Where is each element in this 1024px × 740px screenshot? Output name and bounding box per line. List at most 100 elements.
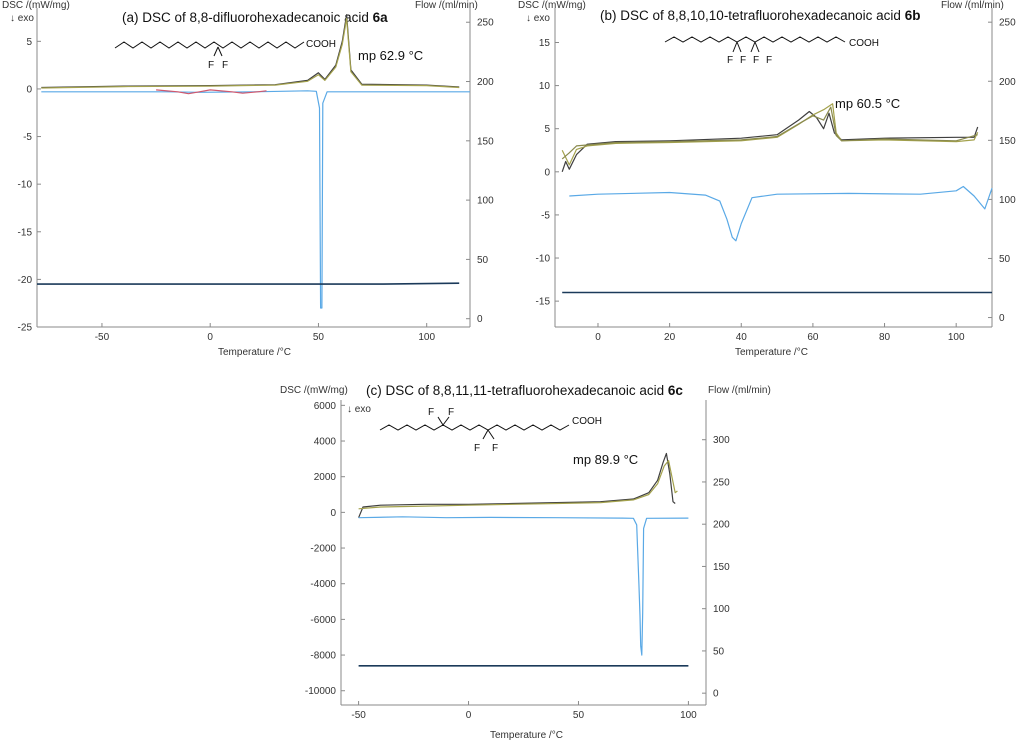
panel-c-x-tick-label: 100 [680,710,697,721]
panel-b-f-label: F [753,55,759,66]
panel-b-f-label: F [727,55,733,66]
panel-a-f-label: F [208,60,214,71]
panel-b-f-label: F [740,55,746,66]
panel-c-cooh-label: COOH [572,416,602,427]
panel-c-mp-annotation: mp 89.9 °C [573,452,638,467]
chart-marks-layer: -50 0 50 10050-5-10-15-20-25250200150100500… [18,8,1016,721]
panel-c-y-tick-label: 6000 [314,401,337,412]
panel-b-x-tick-label: 40 [736,332,748,343]
panel-c-y-tick-label: 0 [330,508,336,519]
panel-a-y-tick-label: -25 [18,323,33,334]
panel-c-title: (c) DSC of 8,8,11,11-tetrafluorohexadeca… [366,383,683,398]
panel-a-x-tick-label: -50 [95,332,110,343]
panel-c-x-tick-label: 50 [573,710,585,721]
panel-b-series-cooling [569,185,993,242]
panel-c-y-tick-label: -2000 [310,544,336,555]
panel-b-y-tick-label: 15 [539,38,551,49]
panel-a-x-tick-label: 100 [418,332,435,343]
panel-c-series-cooling [358,516,689,656]
panel-b-y-tick-label: 0 [544,167,550,178]
panel-c-y2-tick-label: 100 [713,604,730,615]
panel-b-x-tick-label: 0 [595,332,601,343]
panel-c-y-tick-label: 4000 [314,437,337,448]
panel-a-x-axis-label: Temperature /°C [218,347,291,358]
panel-c-y2-tick-label: 150 [713,562,730,573]
panel-a-y-tick-label: -20 [18,275,33,286]
panel-b-y-tick-label: 5 [544,124,550,135]
panel-a-y2-tick-label: 100 [477,196,494,207]
panel-b-y2-tick-label: 0 [999,313,1005,324]
panel-b-y-tick-label: -15 [536,297,551,308]
panel-c-f-label: F [474,443,480,454]
panel-b-y-axis-label: DSC /(mW/mg) [518,0,586,11]
panel-a: (a) DSC of 8,8-difluorohexadecanoic acid… [2,0,478,358]
panel-b-x-axis-label: Temperature /°C [735,347,808,358]
panel-b-mp-annotation: mp 60.5 °C [835,96,900,111]
panel-a-y2-tick-label: 150 [477,136,494,147]
panel-c-y2-axis-label: Flow /(ml/min) [708,385,771,396]
panel-b-y2-tick-label: 150 [999,136,1016,147]
panel-c-y-tick-label: -8000 [310,651,336,662]
panel-a-exo-label: ↓ exo [10,13,34,24]
panel-b-title: (b) DSC of 8,8,10,10-tetrafluorohexadeca… [600,8,920,23]
panel-c-y-tick-label: 2000 [314,472,337,483]
panel-b-x-tick-label: 60 [807,332,819,343]
panel-a-molecule: COOH F F [114,39,336,71]
panel-c-molecule: COOH F F F F [379,407,602,454]
panel-a-x-tick-label: 0 [207,332,213,343]
panel-b-y-tick-label: -10 [536,254,551,265]
panel-a-y-tick-label: -15 [18,227,33,238]
panel-a-x-tick-label: 50 [313,332,325,343]
panel-a-title: (a) DSC of 8,8-difluorohexadecanoic acid… [122,10,388,25]
panel-a-y-tick-label: -10 [18,180,33,191]
panel-c-x-axis-label: Temperature /°C [490,730,563,740]
panel-b-y2-tick-label: 50 [999,254,1011,265]
panel-c-x-tick-label: -50 [351,710,366,721]
panel-c: (c) DSC of 8,8,11,11-tetrafluorohexadeca… [280,383,771,740]
panel-a-y2-tick-label: 0 [477,314,483,325]
panel-a-series-heating-2 [41,17,460,89]
panel-a-y2-tick-label: 250 [477,18,494,29]
panel-a-y-tick-label: 0 [26,84,32,95]
panel-c-y2-tick-label: 300 [713,435,730,446]
panel-b-exo-label: ↓ exo [526,13,550,24]
panel-b-y2-tick-label: 250 [999,18,1016,29]
panel-a-y2-tick-label: 200 [477,77,494,88]
panel-a-y-tick-label: 5 [26,37,32,48]
panel-c-series-heating-2 [358,460,678,510]
panel-b-series-heating-3 [561,106,978,160]
panel-b-series-heating-1 [561,110,979,172]
panel-c-f-label: F [492,443,498,454]
panel-c-y2-tick-label: 0 [713,689,719,700]
panel-b-cooh-label: COOH [849,38,879,49]
panel-b-f-label: F [766,55,772,66]
panel-c-f-label: F [428,407,434,418]
panel-c-exo-label: ↓ exo [347,404,371,415]
panel-b-y-tick-label: -5 [541,210,550,221]
panel-c-y-tick-label: -4000 [310,579,336,590]
panel-b-series-heating-2 [561,103,979,166]
panel-c-f-label: F [448,407,454,418]
panel-c-y-axis-label: DSC /(mW/mg) [280,385,348,396]
panel-a-y2-axis-label: Flow /(ml/min) [415,0,478,11]
panel-c-y-tick-label: -6000 [310,615,336,626]
panel-b-x-tick-label: 100 [948,332,965,343]
panel-b-x-tick-label: 20 [664,332,676,343]
panel-b-x-tick-label: 80 [879,332,891,343]
panel-b-molecule: COOH F F F F [664,36,879,66]
panel-a-y-tick-label: -5 [23,132,32,143]
panel-a-series-cooling [41,90,470,309]
panel-b: (b) DSC of 8,8,10,10-tetrafluorohexadeca… [518,0,1004,358]
panel-c-y2-tick-label: 50 [713,646,725,657]
panel-b-y2-axis-label: Flow /(ml/min) [941,0,1004,11]
panel-b-y-tick-label: 10 [539,81,551,92]
panel-a-y2-tick-label: 50 [477,255,489,266]
panel-c-y-tick-label: -10000 [305,686,337,697]
panel-a-y-axis-label: DSC /(mW/mg) [2,0,70,11]
panel-a-f-label: F [222,60,228,71]
panel-a-mp-annotation: mp 62.9 °C [358,48,423,63]
panel-a-series-artifact [156,89,267,95]
panel-a-cooh-label: COOH [306,39,336,50]
panel-c-y2-tick-label: 200 [713,520,730,531]
